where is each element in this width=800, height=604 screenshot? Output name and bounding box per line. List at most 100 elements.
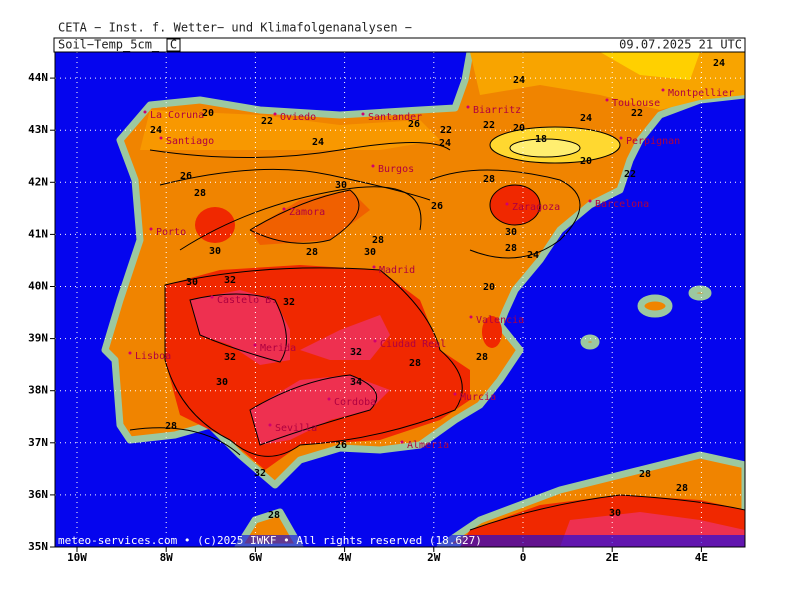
contour-label: 24 <box>150 125 162 136</box>
contour-label: 32 <box>350 347 362 358</box>
contour-label: 28 <box>194 188 206 199</box>
city-label: Sevilla <box>275 423 317 434</box>
footer: meteo-services.com • (c)2025 IWKF • All … <box>58 534 482 547</box>
lat-tick-label: 37N <box>28 436 48 449</box>
contour-label: 28 <box>372 235 384 246</box>
contour-label: 30 <box>505 227 517 238</box>
city-label: Zamora <box>289 207 325 218</box>
contour-label: 30 <box>209 246 221 257</box>
city-label: Barcelona <box>595 199 649 210</box>
city-label: Biarritz <box>473 105 521 116</box>
city-label: Castelo B. <box>217 295 277 306</box>
contour-label: 30 <box>186 277 198 288</box>
city-marker <box>143 110 147 114</box>
lat-tick-label: 44N <box>28 71 48 84</box>
contour-label: 24 <box>527 250 539 261</box>
city-label: Lisboa <box>135 351 171 362</box>
contour-label: 24 <box>439 138 451 149</box>
city-marker <box>268 423 272 427</box>
lat-tick-label: 40N <box>28 280 48 293</box>
contour-label: 28 <box>676 483 688 494</box>
contour-label: 30 <box>364 247 376 258</box>
contour-label: 32 <box>224 275 236 286</box>
city-marker <box>210 295 214 299</box>
city-marker <box>253 343 257 347</box>
contour-lines <box>129 126 745 531</box>
city-label: Toulouse <box>612 98 660 109</box>
lon-tick-label: 4W <box>338 551 352 564</box>
contour-label: 28 <box>409 358 421 369</box>
city-label: Murcia <box>460 392 496 403</box>
lat-tick-label: 42N <box>28 175 48 188</box>
contour-label: 24 <box>312 137 324 148</box>
axis-ticks: 44N 43N 42N 41N 40N 39N 38N 37N 36N 35N 10W 8W 6W 4W 2… <box>28 71 708 564</box>
city-marker <box>466 105 470 109</box>
lat-tick-label: 35N <box>28 540 48 553</box>
city-label: Cordoba <box>334 397 376 408</box>
lon-tick-label: 6W <box>249 551 263 564</box>
city-marker <box>372 265 376 269</box>
city-marker <box>159 136 163 140</box>
city-marker <box>588 199 592 203</box>
footer-bar <box>55 535 745 547</box>
city-marker <box>661 88 665 92</box>
contour-label: 22 <box>440 125 452 136</box>
contour-label: 22 <box>483 120 495 131</box>
city-marker <box>619 136 623 140</box>
city-label: Santiago <box>166 136 214 147</box>
lon-tick-label: 10W <box>67 551 87 564</box>
graticule <box>55 52 745 547</box>
city-label: Merida <box>260 343 296 354</box>
unit: C <box>170 38 177 52</box>
contour-label: 24 <box>713 58 725 69</box>
contour-label: 30 <box>216 377 228 388</box>
contour-label: 22 <box>631 108 643 119</box>
contour-label: 24 <box>513 75 525 86</box>
lat-tick-label: 36N <box>28 488 48 501</box>
contour-label: 20 <box>483 282 495 293</box>
city-marker <box>373 339 377 343</box>
contour-label: 28 <box>268 510 280 521</box>
city-label: Montpellier <box>668 88 734 99</box>
contour-label: 28 <box>476 352 488 363</box>
city-marker <box>128 351 132 355</box>
contour-label: 20 <box>580 156 592 167</box>
contour-label: 28 <box>165 421 177 432</box>
contour-label: 26 <box>408 119 420 130</box>
lon-tick-label: 2W <box>427 551 441 564</box>
contour-label: 28 <box>505 243 517 254</box>
lat-tick-label: 39N <box>28 332 48 345</box>
map-frame <box>54 51 746 548</box>
contour-label: 22 <box>624 169 636 180</box>
contour-label: 18 <box>535 134 547 145</box>
city-marker <box>400 440 404 444</box>
city-marker <box>371 164 375 168</box>
contour-label: 26 <box>180 171 192 182</box>
city-marker <box>327 397 331 401</box>
city-label: Perpignan <box>626 136 680 147</box>
city-marker <box>469 315 473 319</box>
contour-label: 24 <box>580 113 592 124</box>
city-marker <box>453 392 457 396</box>
city-label: Porto <box>156 227 186 238</box>
lon-tick-label: 0 <box>520 551 527 564</box>
city-label: Almeria <box>407 440 449 451</box>
contour-label: 28 <box>639 469 651 480</box>
lat-tick-label: 43N <box>28 123 48 136</box>
city-marker <box>605 98 609 102</box>
city-label: Madrid <box>379 265 415 276</box>
contour-label: 22 <box>261 116 273 127</box>
lat-tick-label: 41N <box>28 227 48 240</box>
contour-label: 32 <box>254 468 266 479</box>
lon-tick-label: 8W <box>160 551 174 564</box>
contour-label: 30 <box>609 508 621 519</box>
lat-tick-label: 38N <box>28 384 48 397</box>
city-marker <box>273 112 277 116</box>
contour-label: 26 <box>431 201 443 212</box>
city-label: Santander <box>368 112 422 123</box>
city-marker <box>505 202 509 206</box>
city-label: Valencia <box>476 315 524 326</box>
contour-label: 32 <box>224 352 236 363</box>
contour-label: 20 <box>513 123 525 134</box>
